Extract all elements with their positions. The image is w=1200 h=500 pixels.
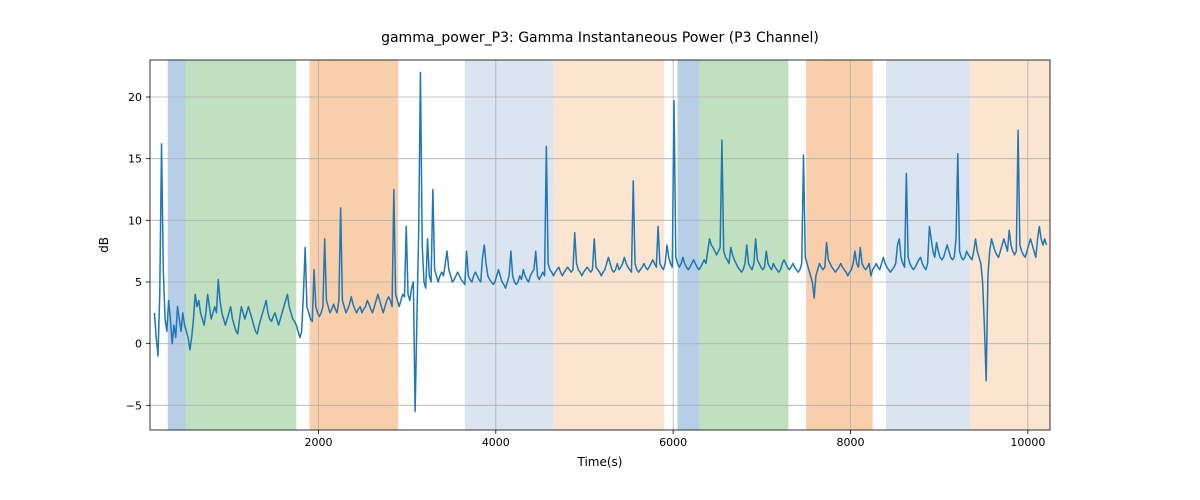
- band-5: [678, 60, 700, 430]
- x-tick-label: 4000: [482, 436, 510, 449]
- chart-svg: 2000 4000 6000 8000 10000 −5 0 5 10 15 20 Time(s) dB…: [0, 0, 1200, 500]
- x-tick-label: 2000: [304, 436, 332, 449]
- band-2: [310, 60, 399, 430]
- band-6: [700, 60, 789, 430]
- band-9: [970, 60, 1050, 430]
- y-tick-label: −5: [126, 399, 142, 412]
- band-0: [168, 60, 186, 430]
- y-axis-label: dB: [97, 237, 111, 253]
- x-tick-label: 6000: [659, 436, 687, 449]
- band-1: [185, 60, 296, 430]
- x-axis-label: Time(s): [577, 455, 623, 469]
- band-4: [553, 60, 664, 430]
- plot-area: [150, 60, 1050, 430]
- y-tick-label: 20: [128, 91, 142, 104]
- x-tick-label: 8000: [836, 436, 864, 449]
- chart-title: gamma_power_P3: Gamma Instantaneous Powe…: [381, 30, 819, 46]
- y-tick-label: 15: [128, 153, 142, 166]
- band-7: [806, 60, 873, 430]
- band-3: [465, 60, 554, 430]
- y-tick-label: 5: [135, 276, 142, 289]
- x-tick-label: 10000: [1010, 436, 1045, 449]
- y-tick-label: 0: [135, 338, 142, 351]
- chart-container: 2000 4000 6000 8000 10000 −5 0 5 10 15 20 Time(s) dB…: [0, 0, 1200, 500]
- y-tick-label: 10: [128, 214, 142, 227]
